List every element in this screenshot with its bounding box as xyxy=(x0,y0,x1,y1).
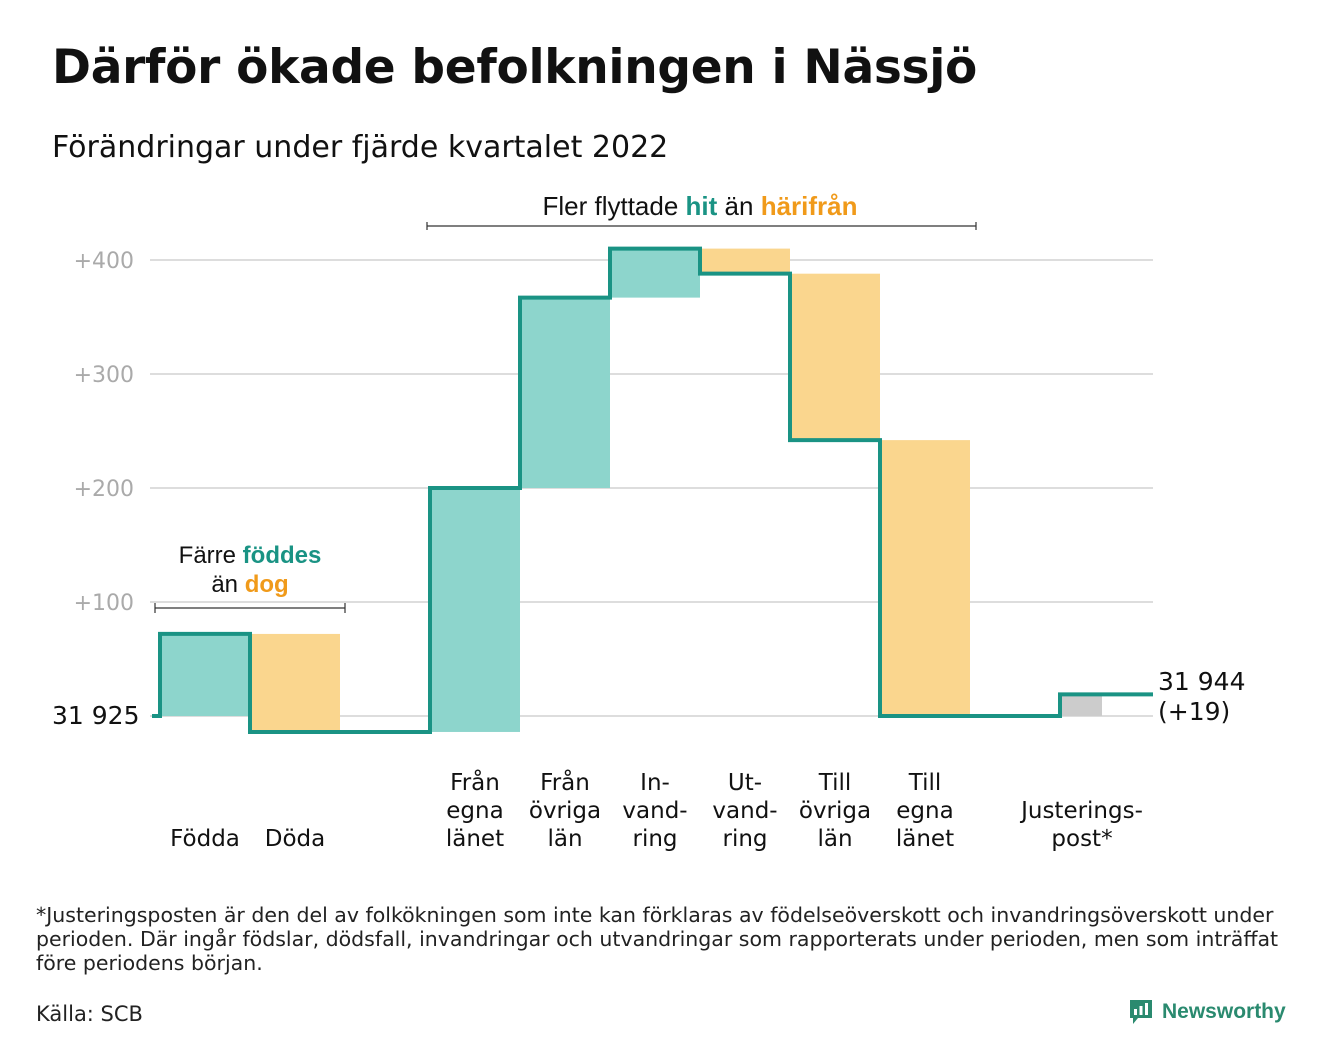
y-tick-label: +100 xyxy=(74,591,134,616)
adjustment-bar xyxy=(1060,694,1102,716)
y-tick-label: +200 xyxy=(74,477,134,502)
y-tick-label: +300 xyxy=(74,363,134,388)
category-label: Döda xyxy=(265,826,325,852)
births-annotation-highlight: föddes xyxy=(243,542,322,569)
svg-text:Färre föddes: Färre föddes xyxy=(179,542,322,569)
births-annotation: Färre föddes än dog xyxy=(154,542,346,613)
category-label: län xyxy=(547,826,582,852)
deaths-annotation-highlight: dog xyxy=(245,571,289,598)
bar-layer xyxy=(160,248,1102,732)
migration-annotation-mid: än xyxy=(717,191,760,221)
chart-subtitle: Förändringar under fjärde kvartalet 2022 xyxy=(52,130,669,165)
category-label: Till xyxy=(908,770,942,796)
category-label: Justerings- xyxy=(1019,798,1143,824)
category-label: Födda xyxy=(170,826,240,852)
category-label: vand- xyxy=(622,798,687,824)
category-label: Från xyxy=(540,768,590,796)
start-value-label: 31 925 xyxy=(52,701,139,730)
category-label: län xyxy=(817,826,852,852)
category-label: övriga xyxy=(799,798,871,824)
category-label: In- xyxy=(640,770,670,796)
newsworthy-logo-icon xyxy=(1130,1000,1152,1024)
source-label: Källa: SCB xyxy=(36,1002,143,1026)
decrease-bar xyxy=(250,633,340,732)
category-label: egna xyxy=(446,798,503,824)
category-label: post* xyxy=(1051,826,1112,852)
births-annotation-text: Färre xyxy=(179,542,243,569)
decrease-bar xyxy=(700,248,790,274)
increase-bar xyxy=(520,297,610,488)
end-value-label: 31 944 xyxy=(1158,667,1245,696)
increase-bar xyxy=(430,488,520,732)
line-layer xyxy=(152,246,1153,734)
migration-annotation: Fler flyttade hit än härifrån xyxy=(426,191,977,230)
category-label: Till xyxy=(818,770,852,796)
category-label: länet xyxy=(896,826,954,852)
category-label: övriga xyxy=(529,798,601,824)
category-label: länet xyxy=(446,826,504,852)
brand-name: Newsworthy xyxy=(1162,1000,1286,1023)
migration-annotation-harifran: härifrån xyxy=(761,191,858,221)
increase-bar xyxy=(610,248,700,298)
end-change-label: (+19) xyxy=(1158,697,1230,726)
label-layer: Födda DödaFrånegnalänetFrånövrigalänIn-va… xyxy=(170,768,1143,852)
y-tick-label: +400 xyxy=(74,249,134,274)
chart-title: Därför ökade befolkningen i Nässjö xyxy=(52,40,978,95)
footnote: *Justeringsposten är den del av folkökni… xyxy=(36,903,1279,975)
brand-logo: Newsworthy xyxy=(1128,998,1286,1026)
waterfall-chart: +100+200+300+400 Födda DödaFrånegnalänetF… xyxy=(52,191,1245,852)
cumulative-step-line xyxy=(152,246,1153,734)
svg-text:än dog: än dog xyxy=(211,571,288,598)
category-label: ring xyxy=(632,826,677,852)
decrease-bar xyxy=(790,273,880,441)
category-label: Från xyxy=(450,768,500,796)
svg-text:Fler flyttade hit än härifrån: Fler flyttade hit än härifrån xyxy=(542,191,857,221)
category-label: ring xyxy=(722,826,767,852)
category-label: Ut- xyxy=(728,770,762,796)
increase-bar xyxy=(160,633,250,716)
migration-annotation-hit: hit xyxy=(686,191,718,221)
migration-annotation-text: Fler flyttade xyxy=(542,191,685,221)
deaths-annotation-text: än xyxy=(211,571,244,598)
category-label: vand- xyxy=(712,798,777,824)
decrease-bar xyxy=(880,440,970,716)
category-label: egna xyxy=(896,798,953,824)
